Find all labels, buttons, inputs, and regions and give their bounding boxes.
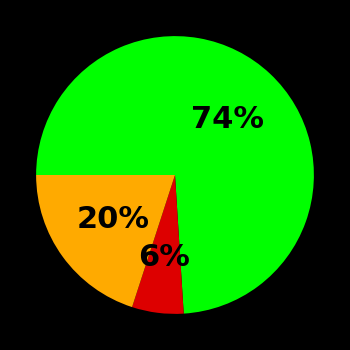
Wedge shape xyxy=(36,175,175,307)
Text: 20%: 20% xyxy=(77,205,150,234)
Wedge shape xyxy=(132,175,184,314)
Text: 74%: 74% xyxy=(191,105,264,134)
Wedge shape xyxy=(36,36,314,314)
Text: 6%: 6% xyxy=(139,243,190,272)
